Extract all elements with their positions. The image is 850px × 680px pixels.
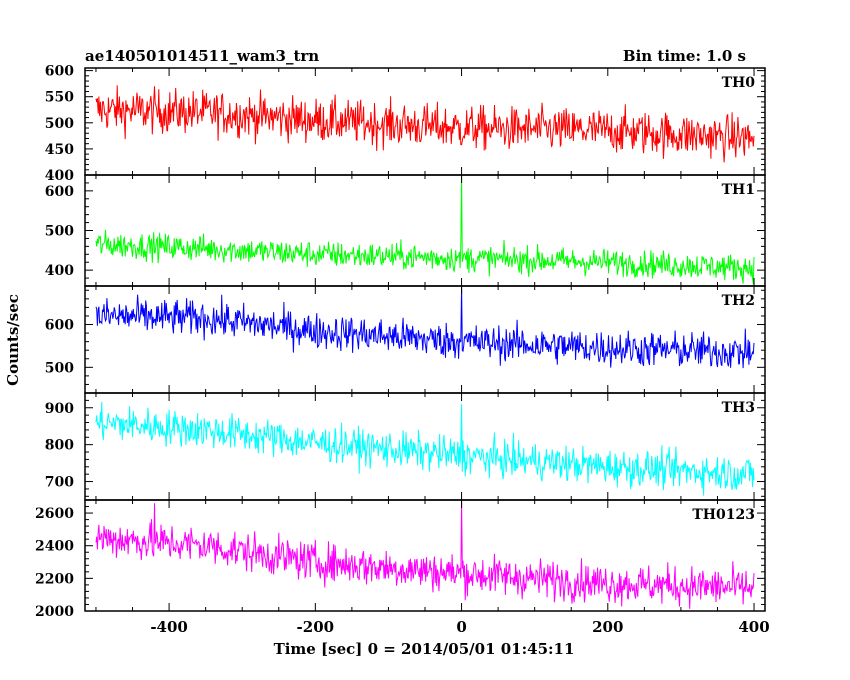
y-tick-label: 400 — [45, 168, 74, 184]
y-tick-label: 500 — [45, 360, 74, 376]
y-tick-label: 400 — [45, 263, 74, 279]
y-tick-label: 2400 — [35, 539, 74, 555]
y-ticks — [85, 70, 765, 176]
y-tick-label: 700 — [45, 475, 74, 491]
x-tick-label: -200 — [297, 618, 335, 636]
x-tick-label: 200 — [592, 618, 623, 636]
panel-label: TH0123 — [692, 507, 755, 523]
panel-label: TH3 — [722, 400, 755, 416]
y-ticks — [85, 392, 765, 497]
y-tick-label: 2600 — [35, 506, 74, 522]
panels-group: 400 450 500 550 600 TH0 400 500 600 TH1 500 600 TH2 7… — [35, 64, 766, 620]
y-tick-label: 600 — [45, 64, 74, 80]
panel-label: TH1 — [722, 182, 755, 198]
y-tick-label: 450 — [45, 142, 74, 158]
panel-th1: 400 500 600 TH1 — [45, 174, 766, 287]
series-line-th3 — [95, 401, 755, 496]
x-tick-label: 400 — [738, 618, 769, 636]
panel-th0: 400 450 500 550 600 TH0 — [45, 64, 766, 184]
y-tick-label: 600 — [45, 184, 74, 200]
panel-label: TH0 — [722, 75, 756, 91]
series-line-th0 — [95, 85, 755, 163]
series-line-th0123 — [95, 500, 755, 609]
series-line-th1 — [95, 175, 755, 285]
y-tick-label: 900 — [45, 401, 74, 417]
series-line-th2 — [95, 286, 755, 369]
y-tick-label: 550 — [45, 90, 74, 106]
y-tick-label: 600 — [45, 318, 74, 334]
panel-frame — [84, 499, 766, 612]
y-ticks — [85, 499, 765, 612]
y-tick-label: 800 — [45, 438, 74, 454]
bin-time-label: Bin time: 1.0 s — [623, 47, 746, 65]
panel-th2: 500 600 TH2 — [45, 285, 766, 394]
y-tick-label: 2200 — [35, 571, 74, 587]
panel-th3: 700 800 900 TH3 — [45, 392, 766, 501]
x-axis: -400 -200 0 200 400 — [150, 618, 769, 636]
panel-th0123: 2000 2200 2400 2600 TH0123 — [35, 499, 766, 620]
x-axis-label: Time [sec] 0 = 2014/05/01 01:45:11 — [274, 640, 575, 658]
x-tick-label: 0 — [456, 618, 466, 636]
y-tick-label: 500 — [45, 116, 74, 132]
y-ticks — [85, 174, 765, 287]
y-tick-label: 500 — [45, 224, 74, 240]
y-tick-label: 2000 — [35, 604, 74, 620]
chart-title: ae140501014511_wam3_trn — [85, 47, 319, 65]
panel-label: TH2 — [722, 293, 755, 309]
panel-frame — [84, 174, 766, 287]
x-tick-label: -400 — [150, 618, 188, 636]
y-axis-label: Counts/sec — [4, 294, 22, 386]
